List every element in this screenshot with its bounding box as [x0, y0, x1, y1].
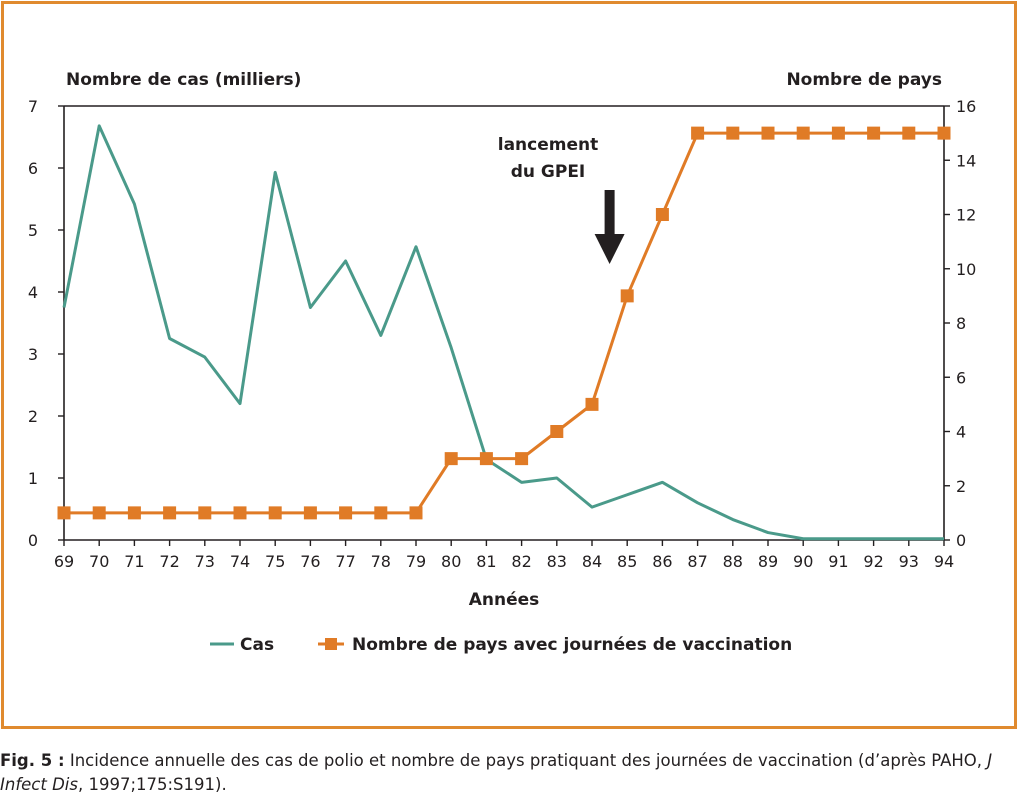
caption-text-2: , 1997;175:S191).: [77, 775, 227, 794]
series-pays-marker: [303, 506, 317, 520]
series-pays-marker: [831, 126, 845, 140]
right-tick-label: 10: [956, 260, 976, 279]
x-tick-label: 81: [476, 552, 496, 571]
x-tick-label: 90: [793, 552, 813, 571]
series-pays-marker: [515, 452, 529, 466]
series-pays-marker: [374, 506, 388, 520]
x-tick-label: 83: [547, 552, 567, 571]
x-tick-label: 84: [582, 552, 602, 571]
series-pays-marker: [479, 452, 493, 466]
x-axis-title: Années: [469, 590, 540, 610]
series-cas-line: [62, 124, 944, 541]
annotation-line-1: lancement: [498, 135, 598, 155]
left-tick-label: 1: [28, 469, 38, 488]
series-pays-marker: [937, 126, 951, 140]
x-tick-label: 74: [230, 552, 250, 571]
right-tick-label: 6: [956, 368, 966, 387]
x-tick-label: 77: [335, 552, 355, 571]
series-pays-marker: [761, 126, 775, 140]
legend-pays-swatch-marker: [325, 638, 337, 650]
series-pays-marker: [867, 126, 881, 140]
x-tick-label: 73: [195, 552, 215, 571]
x-tick-label: 71: [124, 552, 144, 571]
right-tick-label: 4: [956, 423, 966, 442]
annotation-line-2: du GPEI: [511, 162, 586, 182]
annotation: lancement du GPEI: [498, 135, 625, 264]
series-pays-marker: [444, 452, 458, 466]
arrow-shaft: [604, 190, 615, 236]
x-tick-label: 80: [441, 552, 461, 571]
chart-frame: [1, 1, 1017, 729]
x-tick-label: 89: [758, 552, 778, 571]
figure-caption: Fig. 5 : Incidence annuelle des cas de p…: [0, 749, 1024, 797]
left-tick-label: 7: [28, 97, 38, 116]
caption-label: Fig. 5 :: [0, 751, 65, 770]
x-tick-label: 87: [687, 552, 707, 571]
series-pays-marker: [233, 506, 247, 520]
x-tick-label: 69: [54, 552, 74, 571]
x-tick-label: 88: [723, 552, 743, 571]
right-tick-label: 8: [956, 314, 966, 333]
series-pays-marker: [92, 506, 106, 520]
series-pays-marker: [585, 397, 599, 411]
x-tick-label: 93: [899, 552, 919, 571]
x-tick-label: 86: [652, 552, 672, 571]
chart: Nombre de cas (milliers) Nombre de pays …: [28, 70, 977, 655]
right-tick-label: 0: [956, 531, 966, 550]
caption-text-1: Incidence annuelle des cas de polio et n…: [64, 751, 988, 770]
right-tick-label: 2: [956, 477, 966, 496]
x-tick-label: 76: [300, 552, 320, 571]
series-pays-marker: [163, 506, 177, 520]
series-pays-marker: [550, 425, 564, 438]
down-arrow-icon: [594, 190, 625, 264]
series-layer: [57, 124, 951, 541]
series-pays-marker: [620, 289, 634, 303]
x-tick-label: 85: [617, 552, 637, 571]
caption-journal: J Infect Dis: [0, 751, 993, 794]
legend: Cas Nombre de pays avec journées de vacc…: [210, 635, 792, 655]
left-tick-label: 4: [28, 283, 38, 302]
x-tick-label: 70: [89, 552, 109, 571]
x-tick-label: 82: [511, 552, 531, 571]
x-tick-label: 72: [159, 552, 179, 571]
right-tick-label: 12: [956, 206, 976, 225]
left-tick-label: 5: [28, 221, 38, 240]
x-tick-label: 79: [406, 552, 426, 571]
series-pays-marker: [268, 506, 282, 520]
series-pays-marker: [726, 126, 740, 140]
series-pays-marker: [902, 126, 916, 140]
series-pays-marker: [691, 126, 705, 140]
series-pays-marker: [127, 506, 141, 520]
x-tick-label: 91: [828, 552, 848, 571]
legend-pays-label: Nombre de pays avec journées de vaccinat…: [352, 635, 792, 655]
x-tick-label: 92: [863, 552, 883, 571]
left-axis-title: Nombre de cas (milliers): [66, 70, 301, 90]
right-tick-label: 14: [956, 151, 976, 170]
series-pays-line: [64, 131, 944, 515]
right-tick-label: 16: [956, 97, 976, 116]
series-pays-marker: [796, 126, 810, 140]
x-tick-label: 78: [371, 552, 391, 571]
series-pays-marker: [57, 506, 71, 520]
series-pays-marker: [198, 506, 212, 520]
x-tick-label: 75: [265, 552, 285, 571]
left-tick-label: 0: [28, 531, 38, 550]
arrow-head: [594, 234, 625, 264]
series-pays-marker: [409, 506, 423, 520]
series-pays-marker: [655, 208, 669, 221]
left-tick-label: 3: [28, 345, 38, 364]
x-tick-label: 94: [934, 552, 954, 571]
left-tick-label: 6: [28, 159, 38, 178]
left-tick-label: 2: [28, 407, 38, 426]
right-axis-title: Nombre de pays: [786, 70, 942, 90]
axes: [63, 105, 945, 541]
legend-cas-label: Cas: [240, 635, 274, 655]
series-pays-marker: [339, 506, 353, 520]
